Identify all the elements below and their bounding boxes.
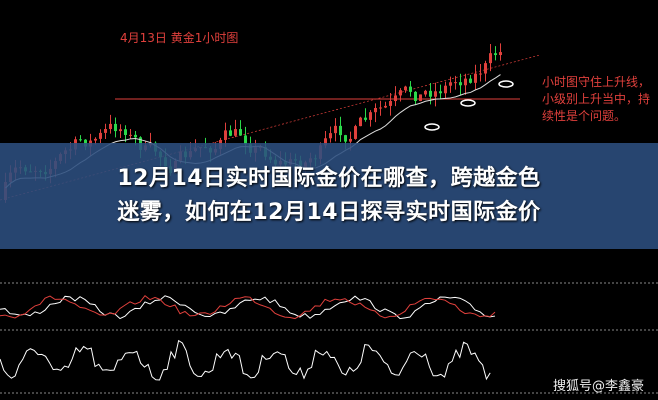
candle-body <box>239 129 242 136</box>
candle-body <box>469 78 472 83</box>
annotation-text: 小时图守住上升线，小级别上升当中，持续性是个问题。 <box>542 75 651 123</box>
candle-body <box>379 107 382 109</box>
candle-body <box>244 135 247 145</box>
highlight-ellipse <box>460 99 476 107</box>
candle-body <box>499 52 502 56</box>
macd-line <box>0 295 496 320</box>
headline-line-2: 迷雾，如何在12月14日探寻实时国际金价 <box>117 200 541 225</box>
candle-body <box>129 134 132 136</box>
candle-body <box>374 107 377 113</box>
headline-banner: 12月14日实时国际金价在哪查，跨越金色 迷雾，如何在12月14日探寻实时国际金… <box>0 143 658 249</box>
candle-body <box>229 130 232 136</box>
candle-body <box>124 129 127 135</box>
candle-body <box>459 82 462 86</box>
candle-body <box>329 133 332 139</box>
highlight-ellipse <box>424 123 440 131</box>
candle-body <box>479 73 482 75</box>
chart-label: 4月13日 黄金1小时图 <box>120 31 239 45</box>
candle-body <box>369 112 372 120</box>
candle-body <box>449 82 452 86</box>
candle-body <box>434 91 437 97</box>
candle-body <box>419 94 422 102</box>
candle-body <box>414 91 417 102</box>
candle-body <box>134 134 137 138</box>
candle-body <box>114 123 117 132</box>
candle-body <box>429 90 432 97</box>
candle-body <box>399 90 402 96</box>
candle-body <box>424 90 427 95</box>
macd-line <box>0 295 496 320</box>
candle-body <box>454 82 457 84</box>
candle-body <box>444 85 447 94</box>
candle-body <box>354 126 357 139</box>
candle-body <box>79 139 82 141</box>
candle-body <box>349 138 352 142</box>
candle-body <box>474 73 477 83</box>
candle-body <box>409 86 412 92</box>
candle-body <box>389 101 392 106</box>
candle-body <box>339 125 342 136</box>
candle-body <box>439 91 442 94</box>
candle-body <box>484 63 487 74</box>
highlight-ellipse <box>498 80 514 88</box>
candle-body <box>344 135 347 142</box>
candle-body <box>104 129 107 133</box>
candle-body <box>489 53 492 64</box>
candle-body <box>99 132 102 139</box>
candle-body <box>234 129 237 136</box>
candle-body <box>94 138 97 141</box>
oscillator-line <box>0 339 491 381</box>
candle-body <box>359 117 362 127</box>
watermark: 搜狐号@李鑫豪 <box>552 379 644 394</box>
candle-body <box>324 138 327 146</box>
candle-body <box>334 125 337 134</box>
candle-body <box>224 130 227 140</box>
candle-body <box>119 129 122 132</box>
candle-body <box>494 53 497 56</box>
candle-body <box>394 95 397 102</box>
candle-body <box>404 86 407 91</box>
headline-line-1: 12月14日实时国际金价在哪查，跨越金色 <box>117 166 541 191</box>
candle-body <box>464 78 467 86</box>
candle-body <box>384 105 387 108</box>
candle-body <box>109 123 112 130</box>
candle-body <box>364 117 367 120</box>
